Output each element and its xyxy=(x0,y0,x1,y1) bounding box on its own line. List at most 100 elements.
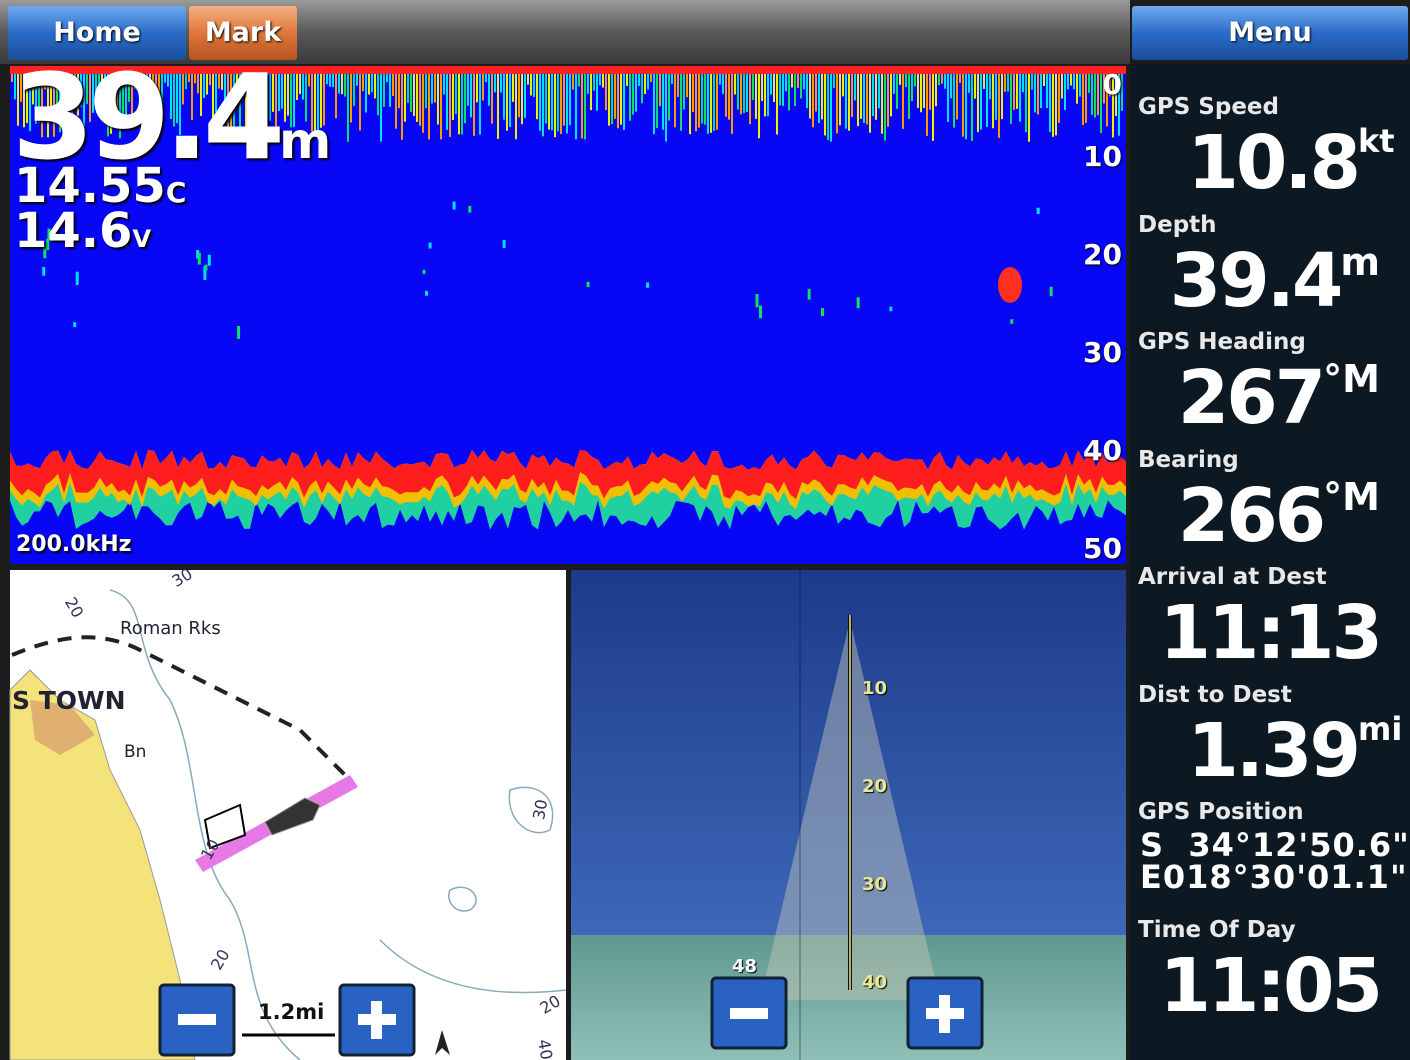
unit: m xyxy=(1340,239,1380,284)
fish-echo xyxy=(1036,207,1040,215)
value: 11:13 xyxy=(1159,590,1383,676)
menu-button[interactable]: Menu xyxy=(1132,6,1408,60)
field-label: Time Of Day xyxy=(1138,916,1296,943)
fish-echo xyxy=(755,293,759,308)
sonar-scale-label: 30 xyxy=(1083,336,1122,369)
minus-icon xyxy=(178,1014,216,1025)
sonar-temperature: 14.55C xyxy=(14,160,186,219)
fish-echo xyxy=(856,297,860,309)
fish-echo xyxy=(452,201,456,210)
mark-button[interactable]: Mark xyxy=(189,6,297,60)
field-value: 11:05 xyxy=(1159,949,1383,1023)
land xyxy=(9,669,196,1060)
sonar-scale-label: 40 xyxy=(1083,434,1122,467)
view3d-scale-label: 20 xyxy=(862,776,888,797)
map-label: Bn xyxy=(124,742,147,762)
sonar-scale-label: 0 xyxy=(1102,68,1122,101)
field-label: Bearing xyxy=(1138,446,1239,473)
plus-icon xyxy=(926,995,964,1033)
boat-icon xyxy=(264,797,321,836)
view3d-scale-label: 30 xyxy=(862,874,888,895)
value: 10.8 xyxy=(1187,120,1361,206)
fish-echo xyxy=(586,281,590,288)
bottom-return xyxy=(10,450,1126,500)
fish-echo xyxy=(204,264,208,271)
fish-echo xyxy=(820,308,824,317)
home-button[interactable]: Home xyxy=(8,6,186,60)
unit: mi xyxy=(1358,713,1402,745)
value: 267 xyxy=(1177,355,1326,441)
sonar-scale-label: 10 xyxy=(1083,140,1122,173)
plus-icon xyxy=(358,1001,396,1039)
fish-echo xyxy=(425,290,429,296)
fish-echo xyxy=(646,282,650,288)
map-depth: 30 xyxy=(529,797,552,822)
fish-echo xyxy=(197,252,201,265)
map-depth: 40 xyxy=(534,1037,557,1060)
value: 11:05 xyxy=(1159,942,1383,1029)
data-panel xyxy=(1130,64,1410,1060)
sonar-scale-label: 20 xyxy=(1083,238,1122,271)
fish-echo xyxy=(42,266,46,276)
fish-echo xyxy=(422,269,426,274)
fish-echo xyxy=(502,240,506,249)
surface-line xyxy=(10,66,1126,74)
temperature-value: 14.55 xyxy=(14,158,166,214)
field-label: Dist to Dest xyxy=(1138,681,1292,708)
sonar-voltage: 14.6V xyxy=(14,205,151,265)
value: 266 xyxy=(1177,472,1326,559)
fish-echo xyxy=(889,306,893,312)
unit: °M xyxy=(1323,357,1380,401)
field-line: S 34°12'50.6" xyxy=(1140,826,1410,864)
unit: °M xyxy=(1323,474,1380,519)
fish-echo xyxy=(428,242,432,249)
fish-echo xyxy=(468,205,472,213)
voltage-unit: V xyxy=(132,225,152,253)
top-bar xyxy=(0,0,1130,64)
fish-echo xyxy=(807,288,811,300)
north-arrow xyxy=(435,1030,450,1055)
fish-echo xyxy=(207,254,211,266)
field-value: 267°M xyxy=(1178,357,1380,435)
fish-echo xyxy=(124,239,128,248)
fish-echo xyxy=(196,250,200,259)
frequency: 200.0kHz xyxy=(16,532,132,557)
field-value: 1.39mi xyxy=(1187,713,1402,788)
field-value: 10.8kt xyxy=(1187,125,1394,200)
field-line: E018°30'01.1" xyxy=(1140,858,1408,896)
contour xyxy=(109,589,301,1060)
fish-arch xyxy=(998,267,1022,303)
map-label: Roman Rks xyxy=(120,618,221,639)
fish-echo xyxy=(73,322,77,328)
field-value: 11:13 xyxy=(1159,596,1383,670)
field-label: Arrival at Dest xyxy=(1138,564,1327,590)
fish-echo xyxy=(75,271,79,285)
flag-icon xyxy=(203,803,247,850)
view3d-scale-label: 40 xyxy=(862,972,888,993)
fish-echo xyxy=(759,305,763,319)
map-label: S TOWN xyxy=(12,686,126,715)
boundary-line xyxy=(11,635,352,782)
fish-echo xyxy=(43,244,47,259)
field-label: GPS Position xyxy=(1138,799,1304,825)
depth-value: 39.4 xyxy=(12,48,285,186)
fish-echo xyxy=(237,325,241,339)
map-scale: 1.2mi xyxy=(258,1000,325,1024)
fish-echo xyxy=(47,228,51,239)
field-label: GPS Heading xyxy=(1138,329,1306,355)
temperature-unit: C xyxy=(165,176,187,209)
field-value: 266°M xyxy=(1178,474,1380,553)
field-label: Depth xyxy=(1138,211,1217,238)
town-area xyxy=(30,700,95,755)
sonar-returns xyxy=(10,74,1126,530)
value: 39.4 xyxy=(1169,237,1344,324)
minus-icon xyxy=(730,1008,768,1019)
value: 1.39 xyxy=(1187,707,1361,794)
fish-echo xyxy=(1049,286,1053,297)
fish-echo xyxy=(203,266,207,281)
zoom-buttons xyxy=(158,976,984,1057)
field-label: GPS Speed xyxy=(1138,94,1279,120)
fish-echo xyxy=(46,238,50,251)
voltage-value: 14.6 xyxy=(14,203,133,259)
